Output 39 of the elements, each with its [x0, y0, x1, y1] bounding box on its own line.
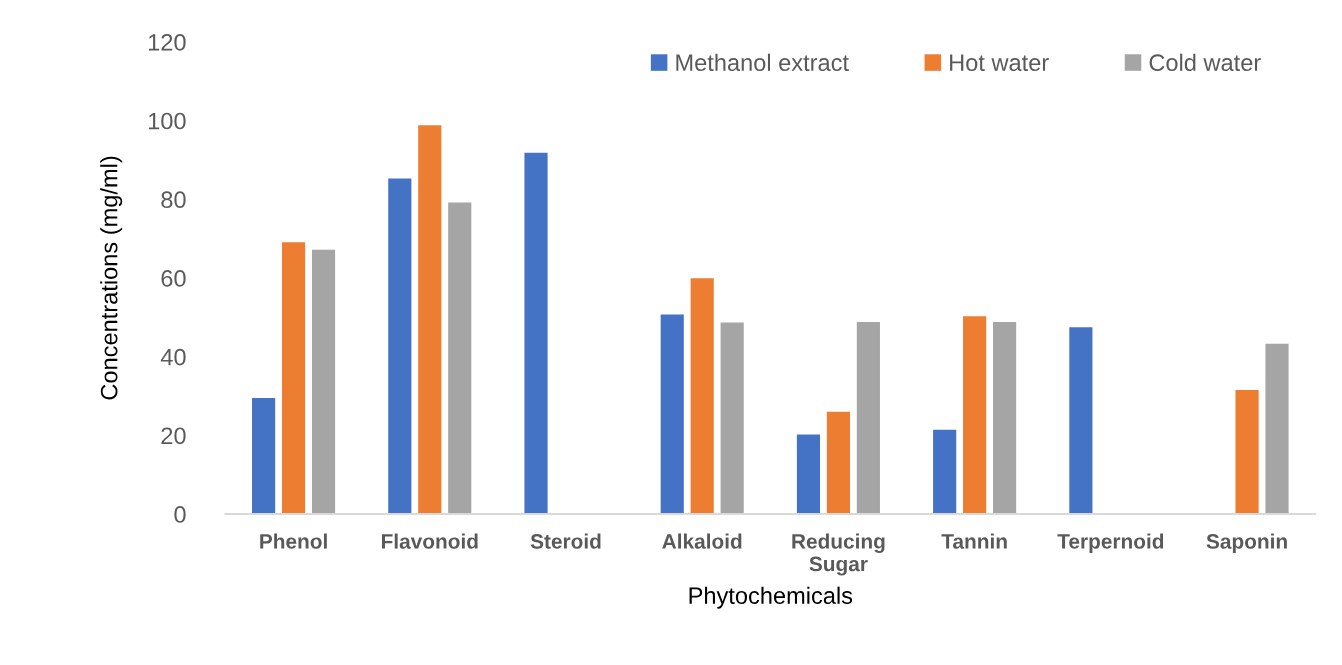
- bar: [1069, 327, 1093, 515]
- bar: [856, 322, 880, 515]
- bar: [388, 178, 412, 515]
- x-axis-title: Phytochemicals: [689, 586, 853, 609]
- x-tick-label: Flavonoid: [381, 533, 478, 549]
- bar: [448, 202, 472, 515]
- x-tick-label: Reducing Sugar: [792, 533, 885, 576]
- y-axis-title: Concentrations (mg/ml): [100, 156, 123, 400]
- y-tick-label: 80: [161, 191, 186, 209]
- y-tick-label: 120: [148, 33, 186, 51]
- bar: [796, 434, 821, 515]
- bar: [311, 249, 336, 515]
- y-tick-label: 0: [174, 506, 186, 523]
- y-tick-label: 60: [161, 270, 186, 287]
- bar: [933, 429, 957, 515]
- x-tick-label: Saponin: [1206, 533, 1287, 553]
- x-tick-label: Steroid: [530, 533, 601, 549]
- bar: [690, 278, 714, 515]
- y-tick-label: 20: [161, 427, 186, 445]
- bar: [720, 322, 744, 515]
- bar: [993, 322, 1017, 515]
- x-tick-label: Phenol: [260, 533, 327, 549]
- y-tick-label: 100: [148, 112, 186, 130]
- bar: [252, 397, 276, 515]
- legend-label: Cold water: [1149, 53, 1261, 72]
- legend-label: Hot water: [950, 54, 1049, 72]
- bar: [826, 411, 850, 515]
- x-tick-label: Alkaloid: [662, 533, 742, 549]
- y-tick-label: 40: [160, 348, 186, 366]
- bar: [963, 316, 987, 515]
- x-tick-label: Terpernoid: [1057, 533, 1164, 553]
- bar: [1265, 343, 1289, 515]
- bar: [524, 152, 548, 515]
- bar: [418, 125, 442, 515]
- bar: [1235, 390, 1259, 515]
- x-tick-label: Tannin: [941, 533, 1007, 549]
- legend-label: Methanol extract: [676, 53, 849, 72]
- bar: [660, 314, 684, 515]
- bar: [281, 242, 306, 515]
